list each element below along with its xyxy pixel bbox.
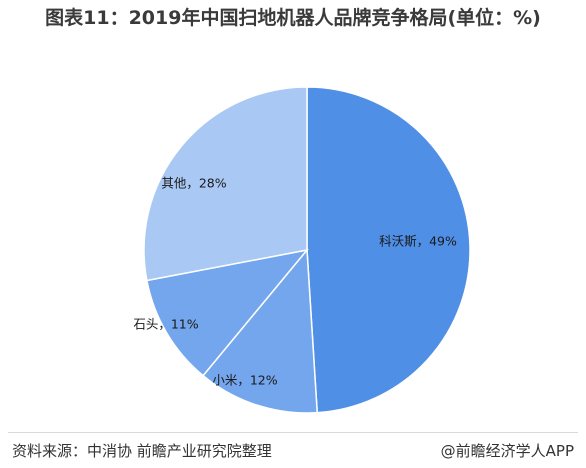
pie-slice-4 xyxy=(143,86,308,282)
source-note: 资料来源：中消协 前瞻产业研究院整理 xyxy=(12,442,272,460)
pie-slice-label-2: 小米，12% xyxy=(212,373,277,388)
pie-slices xyxy=(143,86,471,414)
pie-slice-3 xyxy=(146,248,309,377)
chart-title: 图表11：2019年中国扫地机器人品牌竞争格局(单位：%) xyxy=(45,7,541,29)
credit-note: @前瞻经济学人APP xyxy=(440,442,574,460)
pie-slice-label-3: 石头，11% xyxy=(133,317,198,332)
pie-labels: 科沃斯，49% 小米，12% 石头，11% 其他，28% xyxy=(133,176,457,388)
pie-slice-label-4: 其他，28% xyxy=(161,176,226,191)
pie-slice-2 xyxy=(202,248,319,414)
pie-slice-label-1: 科沃斯，49% xyxy=(379,234,457,249)
pie-slice-1 xyxy=(306,86,471,414)
footer-divider xyxy=(8,432,578,433)
